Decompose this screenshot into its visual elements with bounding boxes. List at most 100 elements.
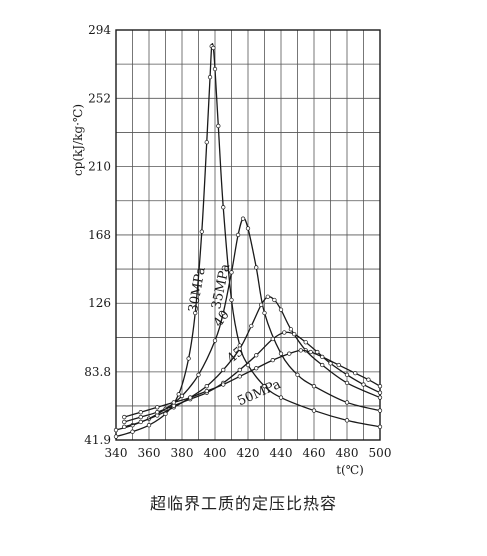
data-point (270, 357, 275, 363)
data-point (193, 310, 198, 316)
data-point (237, 374, 242, 379)
data-point (254, 366, 259, 371)
data-point (361, 382, 366, 387)
x-tick-label: 420 (237, 446, 260, 460)
data-point (138, 419, 143, 425)
data-point (272, 297, 277, 303)
y-tick-labels: 41.9 83.8 126 168 210 252 294 (84, 23, 111, 447)
data-point (259, 302, 264, 308)
y-axis-label: cp(kJ/kg·℃) (71, 104, 85, 176)
data-point (171, 400, 176, 405)
data-point (212, 338, 218, 343)
data-point (311, 384, 317, 389)
data-point (176, 392, 181, 397)
x-tick-label: 400 (204, 446, 227, 460)
data-point (308, 349, 313, 355)
x-tick-label: 440 (270, 446, 293, 460)
data-point (262, 310, 267, 316)
data-point (204, 388, 209, 394)
x-tick-label: 500 (369, 446, 392, 460)
series-label: 30MPa (186, 266, 209, 314)
series-line (124, 295, 381, 428)
data-point (377, 390, 383, 395)
data-point (288, 327, 294, 332)
data-point (146, 423, 152, 428)
data-point (155, 405, 160, 410)
data-point (221, 382, 226, 387)
x-tick-label: 360 (138, 446, 161, 460)
data-point (336, 362, 341, 368)
data-point (344, 418, 350, 423)
data-point (155, 410, 160, 415)
data-point (303, 340, 308, 345)
data-point (377, 424, 383, 429)
data-point (212, 66, 218, 72)
series-label: 40 (211, 308, 233, 330)
series-line (124, 331, 381, 423)
data-point (237, 346, 242, 351)
data-point (204, 140, 209, 145)
data-point (311, 408, 317, 413)
y-tick-label: 83.8 (84, 365, 111, 379)
data-point (377, 408, 383, 413)
data-point (353, 371, 358, 376)
series-line (124, 349, 381, 418)
figure-caption: 超临界工质的定压比热容 (149, 494, 337, 513)
data-point (278, 351, 284, 356)
plot-frame (115, 29, 381, 441)
chart-series (113, 42, 383, 439)
data-point (344, 372, 350, 377)
y-tick-label: 210 (88, 160, 111, 174)
data-point (179, 393, 185, 399)
data-point (254, 265, 259, 270)
data-point (221, 367, 226, 373)
data-point (211, 45, 216, 51)
data-point (196, 372, 201, 377)
data-point (188, 395, 193, 400)
data-point (207, 75, 213, 80)
x-tick-label: 480 (336, 446, 359, 460)
data-point (216, 123, 221, 129)
data-point (298, 348, 303, 353)
data-point (366, 377, 371, 382)
series-label: 50MPa (235, 377, 283, 409)
data-point (245, 226, 251, 231)
data-point (292, 331, 297, 337)
x-tick-labels: 340 360 380 400 420 440 460 480 500 (105, 446, 392, 460)
data-point (344, 380, 350, 386)
data-point (265, 294, 270, 299)
data-point (262, 384, 267, 389)
data-point (320, 362, 325, 368)
chart-axes (115, 29, 381, 441)
data-point (221, 205, 226, 210)
data-point (122, 424, 127, 429)
data-point (254, 353, 259, 358)
data-point (315, 349, 320, 355)
data-point (295, 372, 300, 377)
y-tick-label: 41.9 (84, 433, 111, 447)
data-point (377, 384, 383, 389)
data-point (138, 410, 143, 415)
y-tick-label: 294 (88, 23, 111, 37)
data-point (278, 307, 284, 312)
data-point (113, 427, 119, 433)
data-point (249, 323, 254, 329)
y-tick-label: 126 (88, 296, 111, 310)
data-point (282, 330, 287, 335)
data-point (122, 414, 127, 420)
data-point (122, 419, 127, 425)
data-point (229, 297, 234, 303)
data-point (138, 414, 143, 420)
data-point (270, 336, 275, 342)
data-point (377, 395, 383, 400)
data-point (344, 400, 350, 405)
y-tick-label: 168 (88, 228, 111, 242)
data-point (199, 229, 204, 234)
x-tick-label: 380 (171, 446, 194, 460)
y-tick-label: 252 (88, 91, 111, 105)
data-point (113, 434, 119, 439)
data-point (229, 270, 234, 275)
data-point (130, 429, 135, 434)
data-point (204, 384, 209, 389)
